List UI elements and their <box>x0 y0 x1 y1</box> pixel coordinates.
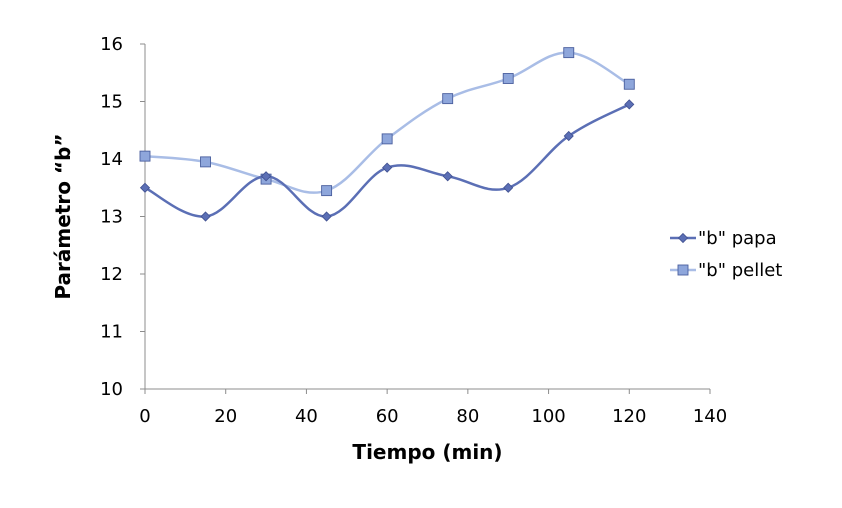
y-tick-label: 11 <box>100 322 123 343</box>
y-axis-title: Parámetro “b” <box>51 133 75 299</box>
series-line <box>144 103 630 218</box>
data-point <box>139 150 151 162</box>
data-point <box>503 182 514 193</box>
y-tick-label: 16 <box>100 34 123 55</box>
data-point <box>502 73 514 84</box>
y-tick-label: 10 <box>100 379 123 400</box>
x-tick-label: 20 <box>214 406 237 427</box>
legend-label: "b" papa <box>698 228 777 249</box>
data-point <box>563 47 575 59</box>
x-tick-label: 80 <box>456 406 479 427</box>
legend-entry-pellet: "b" pellet <box>670 260 782 281</box>
x-tick-label: 40 <box>295 406 318 427</box>
data-point <box>261 171 272 182</box>
data-point <box>442 171 453 182</box>
data-point <box>200 211 211 222</box>
data-point <box>321 185 333 197</box>
data-point <box>321 211 332 222</box>
y-tick-label: 13 <box>100 207 123 228</box>
y-tick-label: 12 <box>100 264 123 285</box>
y-tick-label: 15 <box>100 92 123 113</box>
data-point <box>623 78 635 90</box>
data-point <box>139 182 151 193</box>
x-tick-label: 120 <box>612 406 646 427</box>
legend-entry-papa: "b" papa <box>670 228 777 249</box>
x-tick-label: 60 <box>376 406 399 427</box>
data-point <box>381 133 393 145</box>
x-tick-label: 100 <box>531 406 565 427</box>
x-axis-title: Tiempo (min) <box>352 440 502 464</box>
data-point <box>442 93 454 105</box>
x-tick-label: 0 <box>139 406 150 427</box>
data-point <box>624 99 635 110</box>
legend-marker <box>677 232 689 244</box>
x-tick-label: 140 <box>693 406 727 427</box>
series-papa <box>139 99 635 222</box>
series-layer <box>139 47 635 222</box>
axes: 10 11 12 13 14 15 16 0 20 40 60 80 100 120 140 <box>100 34 727 427</box>
data-point <box>563 130 574 142</box>
legend: "b" papa "b" pellet <box>670 228 782 281</box>
legend-label: "b" pellet <box>698 260 782 281</box>
data-point <box>382 162 393 173</box>
series-pellet <box>139 47 635 197</box>
legend-marker <box>677 264 689 276</box>
data-point <box>200 156 211 168</box>
y-tick-label: 14 <box>100 149 123 170</box>
